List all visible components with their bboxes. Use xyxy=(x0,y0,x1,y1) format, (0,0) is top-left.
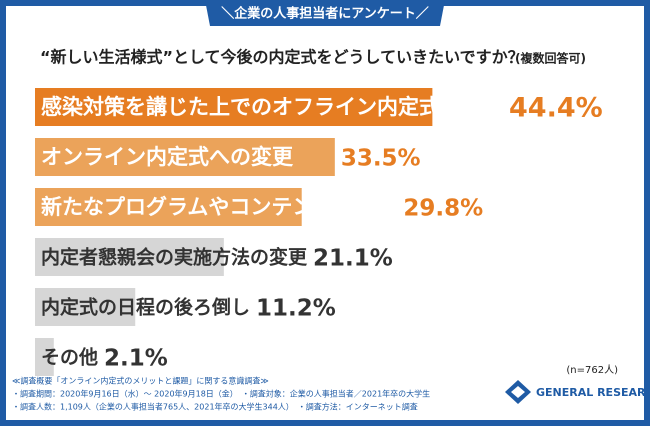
logo-text: GENERAL RESEARCH xyxy=(536,386,650,399)
bar-label: 内定式の日程の後ろ倒し xyxy=(41,296,250,319)
bar-label: 新たなプログラムやコンテンツの追加 xyxy=(41,195,397,219)
banner xyxy=(205,0,445,26)
value-label: 33.5% xyxy=(341,146,421,172)
bar-label: 内定者懇親会の実施方法の変更 xyxy=(41,246,308,269)
bar xyxy=(35,238,224,276)
logo: GENERAL RESEARCH xyxy=(505,380,650,404)
question: “新しい生活様式”として今後の内定式をどうしていきたいですか？ xyxy=(40,48,524,67)
bar xyxy=(35,288,136,326)
bar xyxy=(35,88,433,126)
footnote: ≪調査概要「オンライン内定式のメリットと課題」に関する意識調査≫ xyxy=(12,376,269,386)
sample-size: (n=762人) xyxy=(566,364,618,376)
bar xyxy=(35,338,54,376)
question-note: (複数回答可) xyxy=(515,51,586,66)
bar-label: その他 xyxy=(41,346,98,369)
value-label: 2.1% xyxy=(104,346,168,372)
banner-title: ＼企業の人事担当者にアンケート／ xyxy=(221,6,428,22)
footnote: ・調査人数：1,109人（企業の人事担当者765人、2021年卒の大学生344人… xyxy=(12,402,418,412)
logo-mark-inner xyxy=(511,386,525,398)
bar xyxy=(35,188,302,226)
value-label: 11.2% xyxy=(256,296,336,322)
value-label: 29.8% xyxy=(403,196,483,222)
footnote: ・調査期間：2020年9月16日（水）～ 2020年9月18日（金） ・調査対象… xyxy=(12,389,430,399)
bar xyxy=(35,138,335,176)
value-label: 21.1% xyxy=(313,246,393,272)
bar-label: 感染対策を講じた上でのオフライン内定式の維持 xyxy=(41,95,503,119)
value-label: 44.4% xyxy=(509,93,603,124)
bar-label: オンライン内定式への変更 xyxy=(41,145,294,169)
